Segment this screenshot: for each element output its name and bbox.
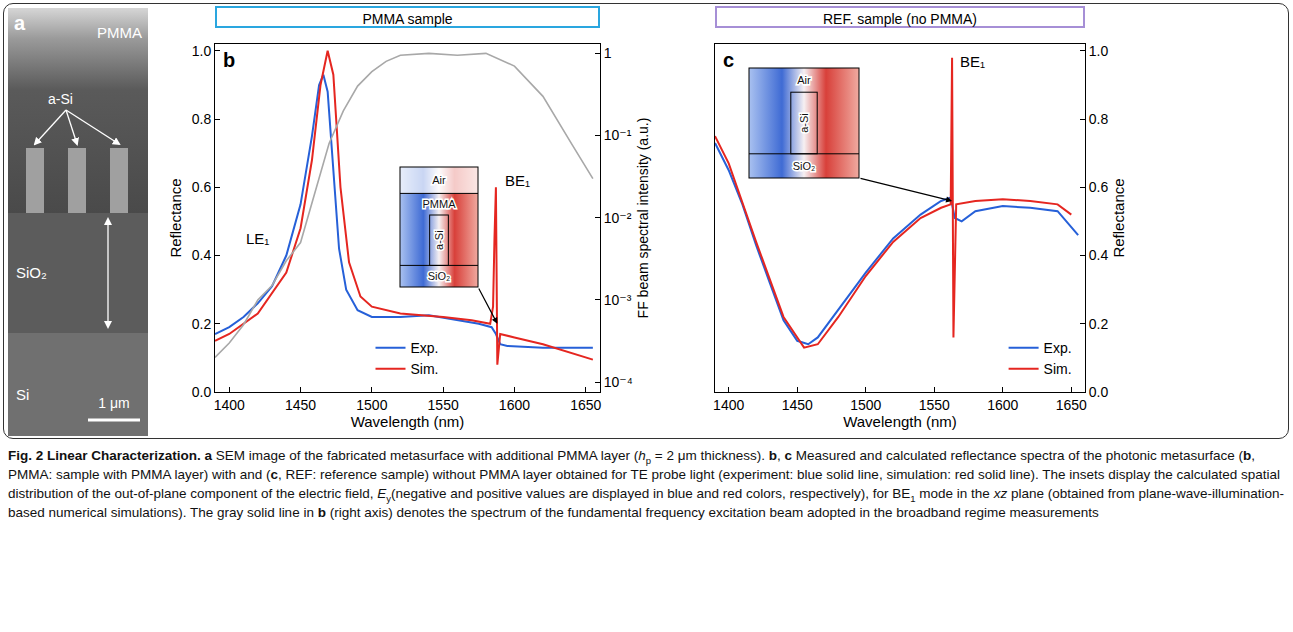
svg-text:10⁻¹: 10⁻¹ xyxy=(604,127,632,143)
svg-text:1500: 1500 xyxy=(850,397,881,413)
svg-text:0.8: 0.8 xyxy=(1089,111,1109,127)
svg-text:1450: 1450 xyxy=(285,397,316,413)
svg-text:LE₁: LE₁ xyxy=(246,230,269,247)
svg-text:0.2: 0.2 xyxy=(1089,316,1109,332)
svg-text:Reflectance: Reflectance xyxy=(1110,178,1127,257)
svg-text:Exp.: Exp. xyxy=(1044,340,1072,356)
svg-text:1600: 1600 xyxy=(499,397,530,413)
svg-text:10⁻³: 10⁻³ xyxy=(604,292,632,308)
svg-text:c: c xyxy=(723,49,734,71)
svg-text:BE₁: BE₁ xyxy=(960,53,985,70)
svg-text:1450: 1450 xyxy=(782,397,813,413)
svg-text:SiO₂: SiO₂ xyxy=(793,160,816,172)
svg-text:1650: 1650 xyxy=(570,397,601,413)
svg-text:0.4: 0.4 xyxy=(192,247,212,263)
svg-text:1: 1 xyxy=(604,45,612,61)
svg-text:10⁻⁴: 10⁻⁴ xyxy=(604,374,633,390)
svg-text:FF beam spectral intensity (a.: FF beam spectral intensity (a.u.) xyxy=(635,118,651,319)
svg-text:Wavelength (nm): Wavelength (nm) xyxy=(351,413,465,430)
svg-text:1650: 1650 xyxy=(1056,397,1087,413)
svg-text:Air: Air xyxy=(797,74,811,86)
svg-text:Wavelength (nm): Wavelength (nm) xyxy=(843,413,957,430)
svg-text:a: a xyxy=(14,12,26,34)
svg-text:0.6: 0.6 xyxy=(192,179,212,195)
html-text:REF. sample (no PMMA): REF. sample (no PMMA) xyxy=(823,11,977,27)
svg-text:Sim.: Sim. xyxy=(411,361,439,377)
svg-text:0.8: 0.8 xyxy=(192,111,212,127)
svg-text:1.0: 1.0 xyxy=(1089,43,1109,59)
svg-text:0.2: 0.2 xyxy=(192,316,212,332)
svg-text:1550: 1550 xyxy=(428,397,459,413)
svg-text:SiO₂: SiO₂ xyxy=(16,264,47,281)
svg-text:1 μm: 1 μm xyxy=(98,395,129,411)
svg-text:10⁻²: 10⁻² xyxy=(604,210,632,226)
svg-text:0.0: 0.0 xyxy=(192,384,212,400)
svg-text:Sim.: Sim. xyxy=(1044,361,1072,377)
svg-text:Air: Air xyxy=(432,174,446,186)
svg-text:a-Si: a-Si xyxy=(48,91,73,107)
svg-text:BE₁: BE₁ xyxy=(505,172,530,189)
svg-text:a-Si: a-Si xyxy=(798,113,810,133)
svg-text:PMMA: PMMA xyxy=(97,24,142,41)
svg-text:1.0: 1.0 xyxy=(192,43,212,59)
svg-text:Exp.: Exp. xyxy=(411,340,439,356)
svg-text:0.4: 0.4 xyxy=(1089,247,1109,263)
svg-text:1400: 1400 xyxy=(214,397,245,413)
svg-text:Si: Si xyxy=(16,386,29,403)
svg-text:a-Si: a-Si xyxy=(433,230,445,250)
html-text:Fig. 2 Linear Characterization: Fig. 2 Linear Characterization. a SEM im… xyxy=(8,448,1284,520)
svg-text:PMMA: PMMA xyxy=(423,198,457,210)
svg-text:1600: 1600 xyxy=(987,397,1018,413)
svg-text:Reflectance: Reflectance xyxy=(167,178,184,257)
svg-text:b: b xyxy=(223,49,235,71)
svg-text:SiO₂: SiO₂ xyxy=(428,270,451,282)
html-text:PMMA sample: PMMA sample xyxy=(362,11,453,27)
svg-text:1550: 1550 xyxy=(919,397,950,413)
svg-text:0.0: 0.0 xyxy=(1089,384,1109,400)
svg-text:0.6: 0.6 xyxy=(1089,179,1109,195)
svg-text:1500: 1500 xyxy=(356,397,387,413)
svg-text:1400: 1400 xyxy=(713,397,744,413)
